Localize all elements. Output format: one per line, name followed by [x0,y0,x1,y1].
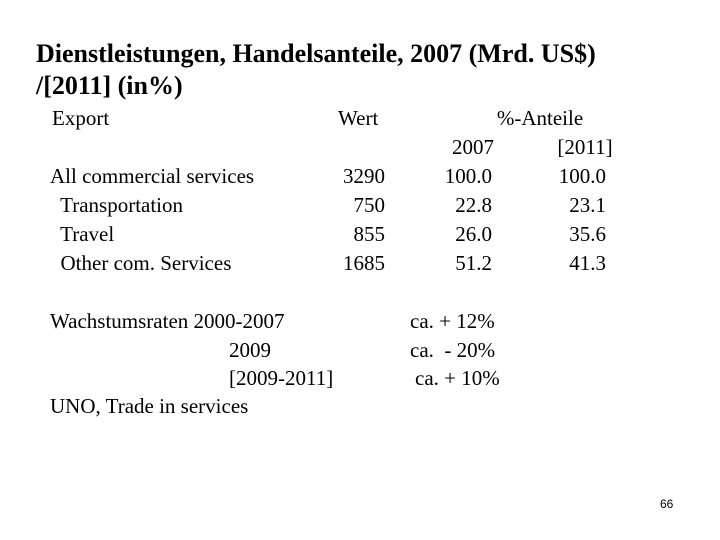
row-wert: 750 [353,193,386,217]
row-share-2007: 26.0 [455,222,492,246]
row-label: Other com. Services [50,251,232,275]
row-wert: 855 [353,222,386,246]
year-2011-header: [2011] [557,135,613,159]
growth-period-2009-2011: [2009-2011] [229,366,334,390]
year-2007-header: 2007 [452,135,494,159]
source-note: UNO, Trade in services [50,394,249,418]
wert-header: Wert [338,106,379,130]
row-label: Travel [50,222,115,246]
slide-title-line-2: /[2011] (in%) [36,71,183,100]
page-number: 66 [660,497,674,511]
growth-period-2009: 2009 [229,338,271,362]
slide-title-line-1: Dienstleistungen, Handelsanteile, 2007 (… [36,39,596,68]
row-share-2007: 100.0 [444,164,492,188]
row-wert: 3290 [343,164,385,188]
export-header: Export [52,106,110,130]
growth-value-2000-2007: ca. + 12% [410,309,495,333]
row-share-2011: 100.0 [558,164,606,188]
row-share-2011: 35.6 [569,222,606,246]
row-share-2007: 51.2 [455,251,492,275]
row-share-2007: 22.8 [455,193,492,217]
row-label: Transportation [50,193,184,217]
growth-heading: Wachstumsraten 2000-2007 [50,309,285,333]
row-share-2011: 23.1 [569,193,606,217]
row-wert: 1685 [343,251,385,275]
anteile-header: %-Anteile [496,106,584,130]
growth-value-2009: ca. - 20% [410,338,496,362]
row-label: All commercial services [50,164,255,188]
growth-value-2009-2011: ca. + 10% [415,366,500,390]
row-share-2011: 41.3 [569,251,606,275]
